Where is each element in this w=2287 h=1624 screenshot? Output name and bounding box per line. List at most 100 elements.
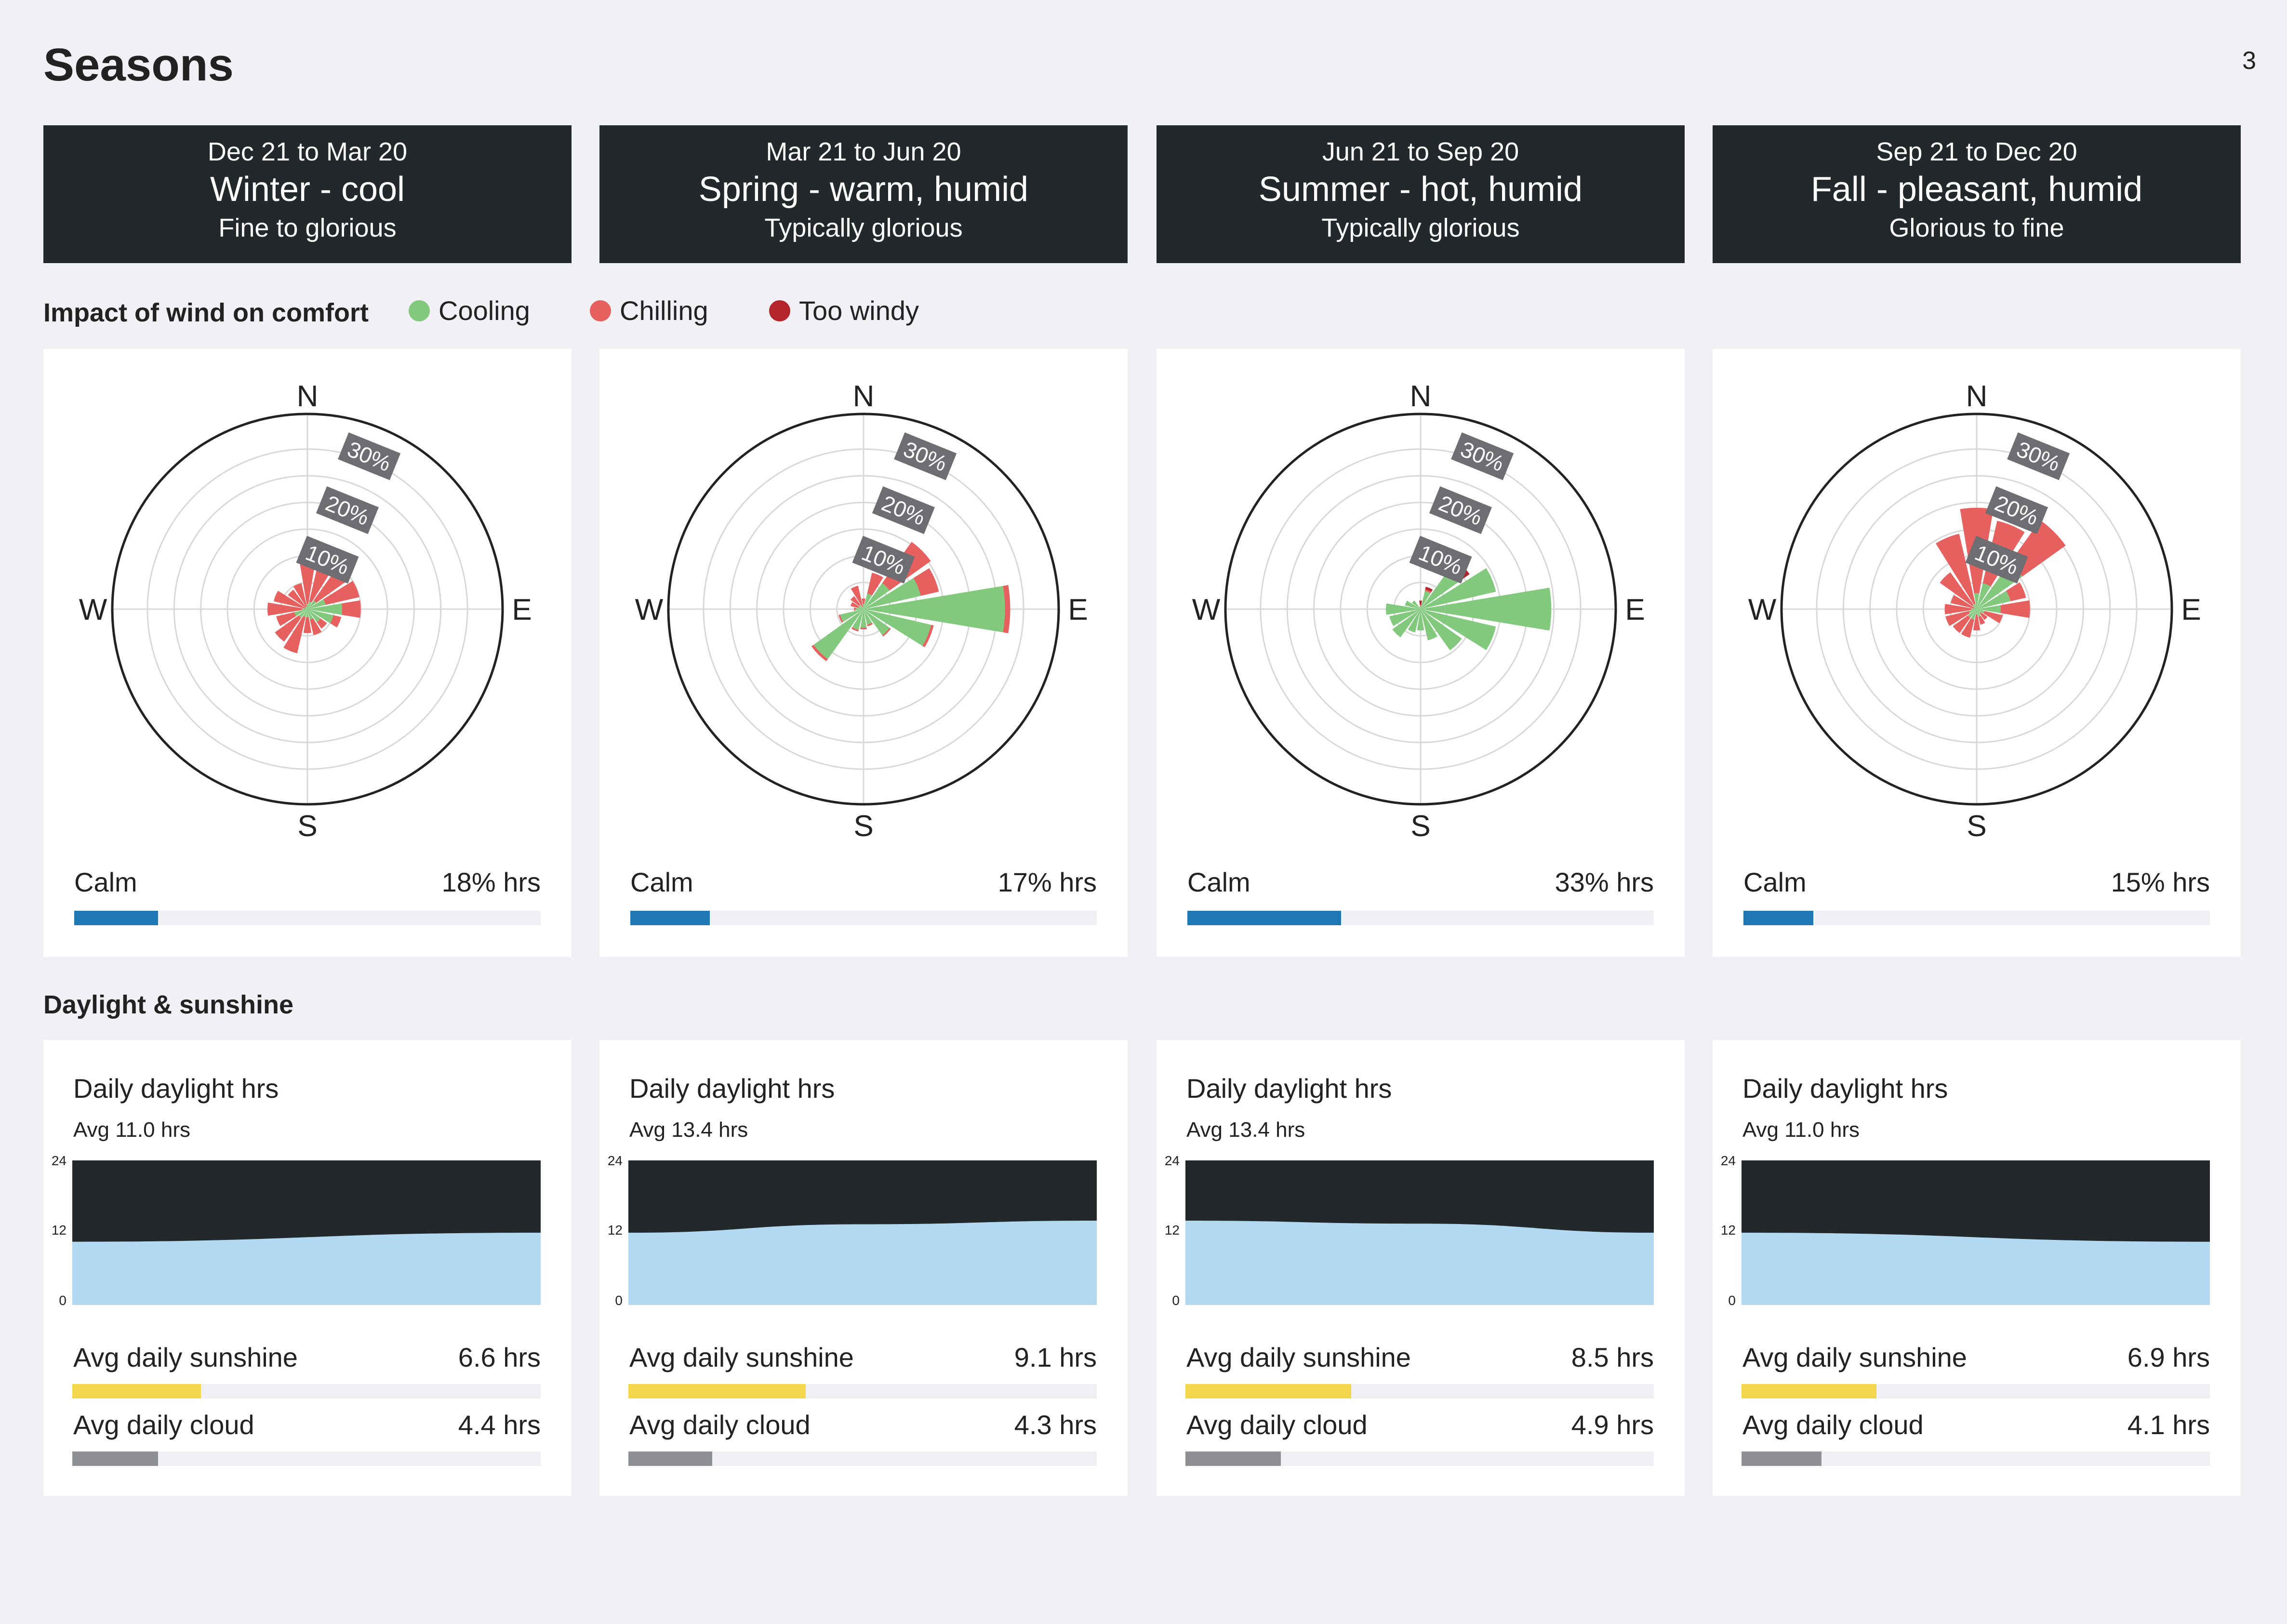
chilling-wedge: [1953, 615, 1971, 633]
ring-label-box: [1429, 486, 1492, 534]
sunshine-label: Avg daily sunshine: [73, 1342, 298, 1372]
compass-south: S: [1967, 810, 1986, 843]
cooling-wedge: [1421, 609, 1496, 650]
chilling-wedge: [882, 627, 891, 637]
cooling-wedge: [863, 603, 864, 609]
chilling-wedge: [1951, 595, 1975, 609]
y-tick-label: 0: [1728, 1293, 1736, 1308]
chilling-wedge: [303, 617, 312, 633]
cooling-wedge: [1968, 609, 1977, 618]
cloud-label: Avg daily cloud: [73, 1410, 254, 1440]
ring-label: 20%: [872, 486, 935, 534]
sunshine-label: Avg daily sunshine: [1186, 1342, 1411, 1372]
y-tick-label: 24: [1721, 1156, 1736, 1168]
daylight-title: Daily daylight hrs: [1186, 1073, 1392, 1104]
chilling-wedge: [1003, 585, 1011, 633]
calm-value: 33% hrs: [1555, 867, 1654, 897]
chilling-wedge: [313, 572, 345, 603]
daylight-chart: 24 12 0: [1165, 1156, 1654, 1308]
chilling-wedge: [1983, 611, 2003, 624]
calm-bar-fill: [1743, 911, 1814, 925]
compass-east: E: [1625, 593, 1645, 626]
legend-too-windy-dot: [769, 300, 790, 321]
wind-card-winter: 10% 20% 30% N S E W Calm 18% hrs: [43, 349, 572, 957]
season-description: Fine to glorious: [218, 213, 397, 242]
chilling-wedge: [1944, 604, 1972, 614]
legend-too-windy: Too windy: [769, 295, 919, 326]
daylight-chart: 24 12 0: [52, 1156, 541, 1308]
cooling-wedge: [1421, 591, 1431, 609]
daylight-average: Avg 13.4 hrs: [1186, 1118, 1305, 1142]
y-tick-label: 24: [608, 1156, 623, 1168]
page-number: 3: [2242, 47, 2256, 75]
calm-label: Calm: [1187, 867, 1250, 897]
ring-label: 10%: [852, 535, 915, 584]
cooling-wedge: [1972, 604, 1977, 609]
cooling-wedge: [1386, 603, 1421, 615]
ring-label: 30%: [2007, 432, 2070, 480]
cooling-wedge: [1971, 609, 1977, 620]
wind-card-spring: 10% 20% 30% N S E W Calm 17% hrs: [599, 349, 1128, 957]
calm-bar-track: [630, 911, 1097, 925]
chilling-wedge: [293, 583, 307, 607]
sunshine-label: Avg daily sunshine: [1742, 1342, 1967, 1372]
ring-label-box: [338, 432, 401, 480]
y-tick-label: 12: [1165, 1223, 1180, 1238]
cooling-wedge: [864, 609, 931, 646]
chilling-wedge: [860, 627, 867, 630]
cloud-bar-fill: [72, 1451, 158, 1466]
cooling-wedge: [1977, 609, 1981, 614]
sunshine-bar-fill: [1185, 1384, 1352, 1398]
y-tick-label: 12: [52, 1223, 66, 1238]
cooling-wedge: [1971, 608, 1977, 610]
legend-cooling-label: Cooling: [439, 295, 530, 326]
cloud-bar-fill: [628, 1451, 712, 1466]
chilling-wedge: [1936, 533, 1976, 605]
calm-bar-fill: [1187, 911, 1342, 925]
season-description: Typically glorious: [764, 213, 963, 242]
chilling-wedge: [851, 627, 859, 632]
sunshine-bar-track: [72, 1384, 541, 1398]
cloud-value: 4.3 hrs: [1014, 1410, 1097, 1440]
cooling-wedge: [1968, 609, 1977, 613]
sunshine-label: Avg daily sunshine: [629, 1342, 854, 1372]
chilling-wedge: [309, 618, 322, 635]
season-name: Summer - hot, humid: [1258, 170, 1583, 209]
rose-outer-ring: [1780, 413, 2173, 806]
cloud-label: Avg daily cloud: [629, 1410, 811, 1440]
daylight-area: [628, 1221, 1097, 1305]
daylight-title: Daily daylight hrs: [73, 1073, 279, 1104]
chilling-wedge: [838, 614, 843, 623]
season-dates: Dec 21 to Mar 20: [207, 137, 408, 166]
chilling-wedge: [1940, 572, 1974, 606]
cooling-wedge: [1977, 609, 1985, 613]
cloud-bar-fill: [1185, 1451, 1281, 1466]
cooling-wedge: [840, 609, 864, 622]
cooling-wedge: [1389, 609, 1421, 626]
cooling-wedge: [307, 609, 333, 624]
season-dates: Mar 21 to Jun 20: [766, 137, 961, 166]
legend-cooling: Cooling: [409, 295, 530, 326]
ring-label: 20%: [1429, 486, 1492, 534]
ring-label-box: [1409, 535, 1472, 584]
y-tick-label: 0: [1172, 1293, 1180, 1308]
season-name: Spring - warm, humid: [698, 170, 1029, 209]
ring-label: 30%: [1451, 432, 1514, 480]
season-header-winter: Dec 21 to Mar 20 Winter - cool Fine to g…: [43, 125, 572, 263]
chilling-wedge: [317, 618, 327, 629]
calm-label: Calm: [74, 867, 137, 897]
cooling-wedge: [1974, 608, 1977, 609]
cloud-bar-track: [72, 1451, 541, 1466]
cooling-wedge: [864, 609, 890, 636]
daylight-title: Daily daylight hrs: [1742, 1073, 1948, 1104]
ring-label: 20%: [1985, 486, 2048, 534]
ring-label: 20%: [316, 486, 379, 534]
cooling-wedge: [303, 609, 307, 617]
sunshine-value: 6.9 hrs: [2127, 1342, 2210, 1372]
ring-label-box: [1965, 535, 2028, 584]
cooling-wedge: [864, 609, 872, 625]
compass-west: W: [1748, 593, 1777, 626]
cooling-wedge: [1421, 609, 1438, 640]
cooling-wedge: [1405, 600, 1421, 609]
